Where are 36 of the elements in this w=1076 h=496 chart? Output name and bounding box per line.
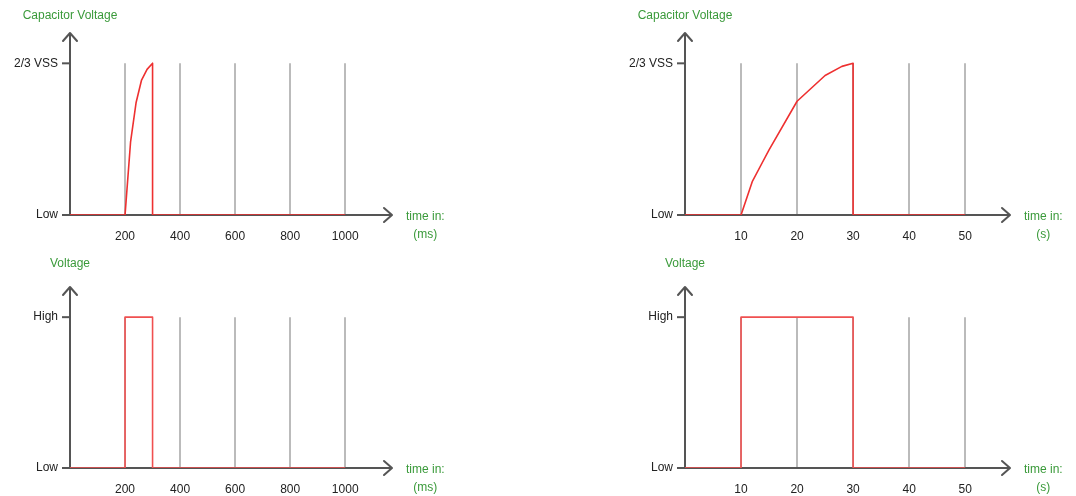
x-tick-label: 1000 — [331, 481, 359, 496]
x-tick-label: 600 — [225, 228, 246, 243]
x-axis-title: time in: (ms) — [406, 462, 445, 495]
x-tick-label: 400 — [170, 228, 191, 243]
x-tick-label: 400 — [170, 481, 191, 496]
text: High — [33, 309, 58, 324]
x-tick-label: 1000 — [331, 228, 359, 243]
x-tick-label: 50 — [958, 228, 973, 243]
x-tick-label: 800 — [280, 228, 301, 243]
text: High — [648, 309, 673, 324]
text: 2/3 VSS — [13, 55, 58, 70]
x-axis-title: time in: (s) — [1024, 209, 1063, 242]
text: Low — [650, 460, 674, 475]
x-tick-label: 20 — [790, 228, 805, 243]
x-tick-label: 40 — [902, 228, 917, 243]
text: 2/3 VSS — [628, 55, 673, 70]
x-tick-label: 20 — [790, 481, 805, 496]
x-tick-label: 10 — [734, 228, 749, 243]
x-tick-label: 50 — [958, 481, 973, 496]
text: Low — [35, 207, 59, 222]
text: Low — [35, 460, 59, 475]
y-axis-title: Capacitor Voltage — [22, 8, 118, 22]
y-axis-title: Voltage — [49, 256, 91, 270]
x-tick-label: 600 — [225, 481, 246, 496]
y-axis-title: Capacitor Voltage — [637, 8, 733, 22]
x-tick-label: 30 — [846, 481, 861, 496]
x-tick-label: 40 — [902, 481, 917, 496]
x-axis-title: time in: (s) — [1024, 462, 1063, 495]
text: Low — [650, 207, 674, 222]
y-axis-title: Voltage — [664, 256, 706, 270]
x-tick-label: 200 — [115, 481, 136, 496]
x-tick-label: 800 — [280, 481, 301, 496]
x-tick-label: 30 — [846, 228, 861, 243]
x-tick-label: 200 — [115, 228, 136, 243]
x-tick-label: 10 — [734, 481, 749, 496]
x-axis-title: time in: (ms) — [406, 209, 445, 242]
